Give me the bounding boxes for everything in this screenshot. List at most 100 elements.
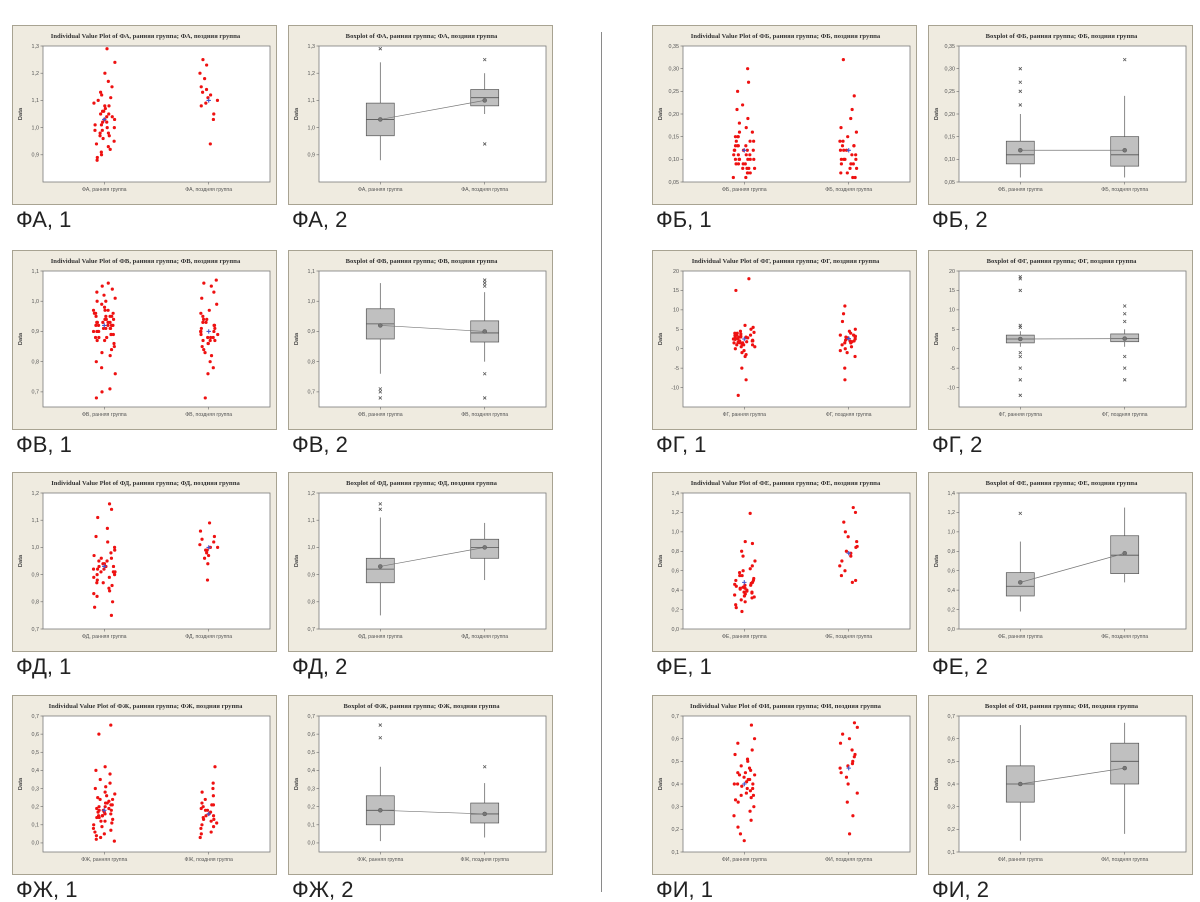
data-point <box>206 562 209 565</box>
data-point <box>847 535 850 538</box>
data-point <box>99 836 102 839</box>
data-point <box>110 614 113 617</box>
data-point <box>96 578 99 581</box>
panel-caption: ФБ, 1 <box>656 209 712 231</box>
data-point <box>846 171 849 174</box>
data-point <box>853 755 856 758</box>
y-tick-label: 0,2 <box>308 804 316 810</box>
data-point <box>851 108 854 111</box>
y-axis-label: Data <box>294 332 300 345</box>
data-point <box>95 834 98 837</box>
data-point <box>200 823 203 826</box>
data-point <box>740 785 743 788</box>
y-tick-label: 1,2 <box>308 71 316 77</box>
data-point <box>843 341 846 344</box>
data-point <box>111 115 114 118</box>
chart-svg: Individual Value Plot of ФД, ранняя груп… <box>13 473 278 653</box>
data-point <box>212 814 215 817</box>
chart-title: Individual Value Plot of ФБ, ранняя груп… <box>691 33 881 40</box>
data-point <box>209 142 212 145</box>
data-point <box>113 570 116 573</box>
data-point <box>208 309 211 312</box>
data-point <box>735 108 738 111</box>
data-point <box>111 798 114 801</box>
data-point <box>108 576 111 579</box>
y-tick-label: 0,4 <box>308 768 316 774</box>
chart-title: Boxplot of ФИ, ранняя группа; ФИ, поздня… <box>985 703 1139 710</box>
y-tick-label: 0,2 <box>948 607 956 613</box>
data-point <box>850 345 853 348</box>
data-point <box>751 782 754 785</box>
y-tick-label: 0,8 <box>308 359 316 365</box>
data-point <box>112 312 115 315</box>
data-point <box>746 158 749 161</box>
data-point <box>841 733 844 736</box>
data-point <box>199 333 202 336</box>
data-point <box>748 153 751 156</box>
data-point <box>743 839 746 842</box>
data-point <box>745 340 748 343</box>
data-point <box>211 787 214 790</box>
data-point <box>734 289 737 292</box>
y-tick-label: -5 <box>674 366 679 372</box>
data-point <box>848 167 851 170</box>
data-point <box>215 278 218 281</box>
data-point <box>108 134 111 137</box>
data-point <box>735 585 738 588</box>
y-tick-label: 0,35 <box>669 44 680 50</box>
chart-card: Boxplot of ФВ, ранняя группа; ФВ, поздня… <box>288 250 553 430</box>
panel-caption: ФИ, 1 <box>656 879 713 901</box>
data-point <box>744 162 747 165</box>
mean-symbol <box>378 808 382 812</box>
y-axis-label: Data <box>658 554 664 567</box>
data-point <box>749 769 752 772</box>
data-point <box>104 107 107 110</box>
plot-area <box>43 493 270 629</box>
data-point <box>199 330 202 333</box>
data-point <box>110 584 113 587</box>
y-tick-label: 1,1 <box>308 518 316 524</box>
y-tick-label: 0,7 <box>308 714 316 720</box>
y-tick-label: 0,7 <box>32 714 40 720</box>
data-point <box>103 306 106 309</box>
data-point <box>844 347 847 350</box>
y-tick-label: 0,5 <box>948 759 956 765</box>
data-point <box>101 814 104 817</box>
y-tick-label: 0,9 <box>32 153 40 159</box>
data-point <box>840 162 843 165</box>
y-axis-label: Data <box>934 554 940 567</box>
chart-card: Individual Value Plot of ФБ, ранняя груп… <box>652 25 917 205</box>
data-point <box>114 297 117 300</box>
data-point <box>202 281 205 284</box>
data-point <box>95 396 98 399</box>
chart-card: Boxplot of ФБ, ранняя группа; ФБ, поздня… <box>928 25 1193 205</box>
data-point <box>111 818 114 821</box>
data-point <box>92 823 95 826</box>
data-point <box>749 567 752 570</box>
data-point <box>843 378 846 381</box>
data-point <box>738 571 741 574</box>
data-point <box>839 171 842 174</box>
data-point <box>114 372 117 375</box>
data-point <box>108 387 111 390</box>
data-point <box>112 318 115 321</box>
data-point <box>99 820 102 823</box>
plot-area <box>959 46 1186 182</box>
x-category-label: ФИ, ранняя группа <box>722 857 767 863</box>
data-point <box>843 367 846 370</box>
data-point <box>110 85 113 88</box>
y-tick-label: 0,2 <box>32 804 40 810</box>
plot-area <box>959 716 1186 852</box>
y-tick-label: 1,0 <box>308 125 316 131</box>
y-tick-label: 0,6 <box>672 569 680 575</box>
data-point <box>736 771 739 774</box>
data-point <box>105 115 108 118</box>
plot-area <box>319 493 546 629</box>
y-tick-label: 0,6 <box>672 736 680 742</box>
data-point <box>95 595 98 598</box>
data-point <box>100 825 103 828</box>
data-point <box>205 63 208 66</box>
data-point <box>736 782 739 785</box>
x-category-label: ФА, поздняя группа <box>461 187 508 193</box>
plot-area <box>43 716 270 852</box>
